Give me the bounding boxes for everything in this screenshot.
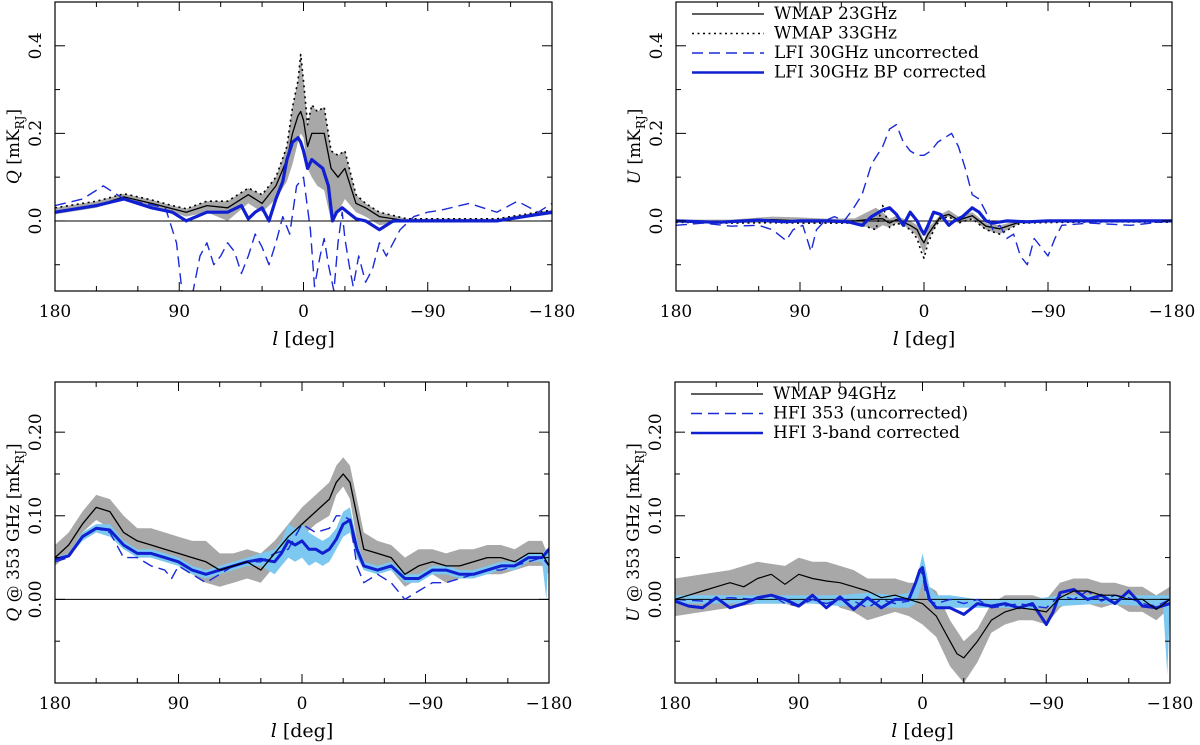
legend-label: HFI 3-band corrected [773,423,960,443]
series-line-lfi-30ghz-bp-corrected [55,136,552,232]
plot-area [676,123,1172,266]
y-tick-label: 0.0 [26,207,46,234]
y-axis-unit-close: ] [624,443,644,450]
y-axis-symbol: Q [4,608,24,622]
x-axis-symbol: l [891,720,897,742]
x-axis-label: l [deg] [272,328,335,350]
y-axis-label: Q @ 353 GHz [mKRJ] [4,443,27,621]
series-line-hfi-353-uncorrected [55,515,549,601]
panel-tl: 180 90 0 −90 −180 0.0 0.2 0.4 Q [mKRJ] l [deg] [4,1,576,350]
x-axis-symbol: l [272,328,278,350]
y-tick-label: 0.4 [647,32,667,59]
y-tick-label: 0.20 [646,413,666,451]
y-axis-unit-close: ] [625,109,645,116]
x-tick-label: −90 [410,302,446,322]
plot-area [55,457,549,601]
x-tick-label: 90 [788,694,810,714]
plot-area [675,553,1170,683]
x-axis-unit: [deg] [897,720,953,742]
y-tick-label: 0.10 [646,497,666,535]
x-axis-unit: [deg] [277,720,333,742]
x-axis-unit: [deg] [278,328,334,350]
panel-tr: 180 90 0 −90 −180 0.0 0.2 0.4 U [mKRJ] l [deg] WMA… [625,1,1196,350]
x-tick-label: 180 [660,302,692,322]
uncertainty-band-0 [55,54,552,226]
series-line-wmap-23ghz [55,110,552,222]
legend-label: WMAP 23GHz [774,4,897,24]
y-axis-unit-sub: RJ [633,450,647,464]
x-tick-label: −90 [1030,302,1066,322]
x-axis-label: l [deg] [271,720,334,742]
y-tick-label: 0.00 [646,580,666,618]
legend-label: LFI 30GHz uncorrected [774,43,979,63]
y-axis-symbol: U [625,169,645,184]
series-line-wmap-33ghz [55,53,552,220]
x-tick-label: 180 [39,694,71,714]
x-axis-unit: [deg] [899,328,955,350]
y-tick-label: 0.2 [26,120,46,147]
x-tick-label: 0 [917,694,928,714]
uncertainty-band-1 [675,553,1170,675]
y-axis-unit: @ 353 GHz [mK [624,463,644,607]
x-tick-label: −180 [1147,694,1194,714]
x-tick-label: 0 [919,302,930,322]
x-tick-label: −180 [526,694,573,714]
y-tick-label: 0.20 [26,413,46,451]
y-axis-unit-sub: RJ [13,115,27,129]
series-line-lfi-30ghz-bp-corrected [676,206,1172,236]
x-tick-label: 90 [168,694,190,714]
y-tick-label: 0.2 [647,120,667,147]
y-axis-unit-sub: RJ [634,115,648,129]
x-tick-label: 0 [297,694,308,714]
x-tick-label: −180 [1149,302,1196,322]
series-line-hfi-3-band-corrected [55,518,549,580]
x-tick-label: −180 [529,302,576,322]
x-axis-label: l [deg] [891,720,954,742]
x-tick-label: −90 [408,694,444,714]
x-tick-label: 180 [659,694,691,714]
legend-label: WMAP 94GHz [773,384,896,404]
y-axis-unit-close: ] [4,443,24,450]
y-tick-label: 0.0 [647,207,667,234]
y-axis-unit: [mK [625,129,645,170]
series-line-lfi-30ghz-uncorrected [55,176,552,291]
y-axis-unit-close: ] [4,109,24,116]
y-tick-label: 0.10 [26,497,46,535]
uncertainty-band-1 [55,507,549,600]
series-line-wmap-33ghz [676,204,1172,259]
y-axis-label: U [mKRJ] [625,109,648,185]
series-line-wmap-94ghz [55,473,549,575]
x-tick-label: 180 [39,302,71,322]
legend-label: HFI 353 (uncorrected) [773,404,968,424]
x-tick-label: 90 [168,302,190,322]
y-tick-label: 0.4 [26,32,46,59]
x-tick-label: −90 [1028,694,1064,714]
x-axis-symbol: l [893,328,899,350]
legend-label: WMAP 33GHz [774,24,897,44]
plot-area [55,53,552,291]
y-axis-unit-sub: RJ [13,450,27,464]
legend-label: LFI 30GHz BP corrected [774,63,986,83]
x-axis-symbol: l [271,720,277,742]
y-axis-unit: @ 353 GHz [mK [4,464,24,608]
series-line-wmap-94ghz [675,573,1170,659]
x-tick-label: 0 [298,302,309,322]
x-axis-label: l [deg] [893,328,956,350]
series-line-lfi-30ghz-uncorrected [676,123,1172,266]
y-axis-symbol: Q [4,170,24,184]
x-tick-label: 90 [789,302,811,322]
y-axis-symbol: U [624,607,644,622]
y-axis-label: U @ 353 GHz [mKRJ] [624,443,647,622]
y-tick-label: 0.00 [26,580,46,618]
y-axis-label: Q [mKRJ] [4,109,27,184]
uncertainty-band-0 [675,557,1170,683]
y-axis-unit: [mK [4,129,24,170]
uncertainty-band-0 [55,457,549,587]
